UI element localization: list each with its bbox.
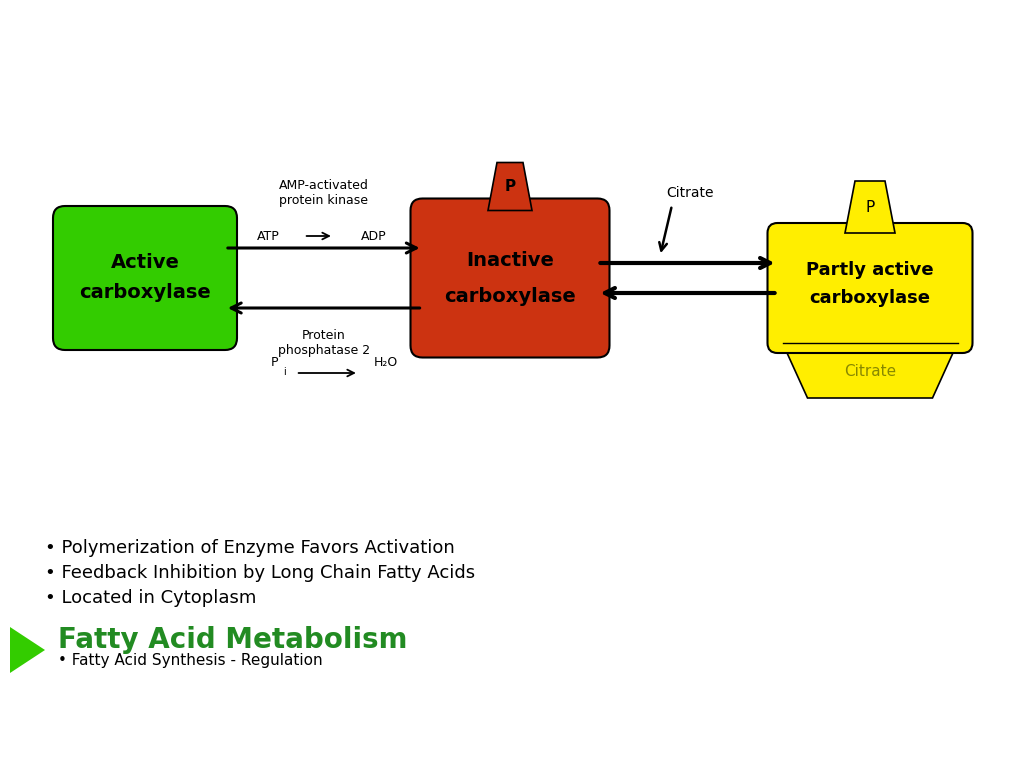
FancyBboxPatch shape bbox=[411, 198, 609, 357]
Text: H₂O: H₂O bbox=[374, 356, 398, 369]
FancyBboxPatch shape bbox=[53, 206, 237, 350]
Polygon shape bbox=[488, 163, 532, 210]
Polygon shape bbox=[10, 627, 45, 673]
Text: Protein
phosphatase 2: Protein phosphatase 2 bbox=[278, 329, 370, 357]
Text: P: P bbox=[271, 356, 279, 369]
Text: • Feedback Inhibition by Long Chain Fatty Acids: • Feedback Inhibition by Long Chain Fatt… bbox=[45, 564, 475, 582]
Text: ADP: ADP bbox=[360, 230, 387, 243]
Text: Partly active: Partly active bbox=[806, 261, 934, 279]
Text: P: P bbox=[865, 200, 874, 214]
Text: carboxylase: carboxylase bbox=[810, 289, 931, 307]
Text: Citrate: Citrate bbox=[667, 186, 714, 200]
Text: i: i bbox=[283, 367, 286, 377]
Text: • Fatty Acid Synthesis - Regulation: • Fatty Acid Synthesis - Regulation bbox=[58, 653, 323, 667]
Text: AMP-activated
protein kinase: AMP-activated protein kinase bbox=[279, 179, 369, 207]
Text: Active: Active bbox=[111, 253, 179, 273]
Polygon shape bbox=[845, 181, 895, 233]
Text: Citrate: Citrate bbox=[844, 363, 896, 379]
Text: P: P bbox=[505, 179, 515, 194]
Text: Fatty Acid Metabolism: Fatty Acid Metabolism bbox=[58, 626, 408, 654]
Text: • Polymerization of Enzyme Favors Activation: • Polymerization of Enzyme Favors Activa… bbox=[45, 539, 455, 557]
Text: carboxylase: carboxylase bbox=[444, 286, 575, 306]
Text: ATP: ATP bbox=[257, 230, 281, 243]
Polygon shape bbox=[782, 343, 957, 398]
Text: • Located in Cytoplasm: • Located in Cytoplasm bbox=[45, 589, 256, 607]
FancyBboxPatch shape bbox=[768, 223, 973, 353]
Text: Inactive: Inactive bbox=[466, 250, 554, 270]
Text: carboxylase: carboxylase bbox=[79, 283, 211, 303]
